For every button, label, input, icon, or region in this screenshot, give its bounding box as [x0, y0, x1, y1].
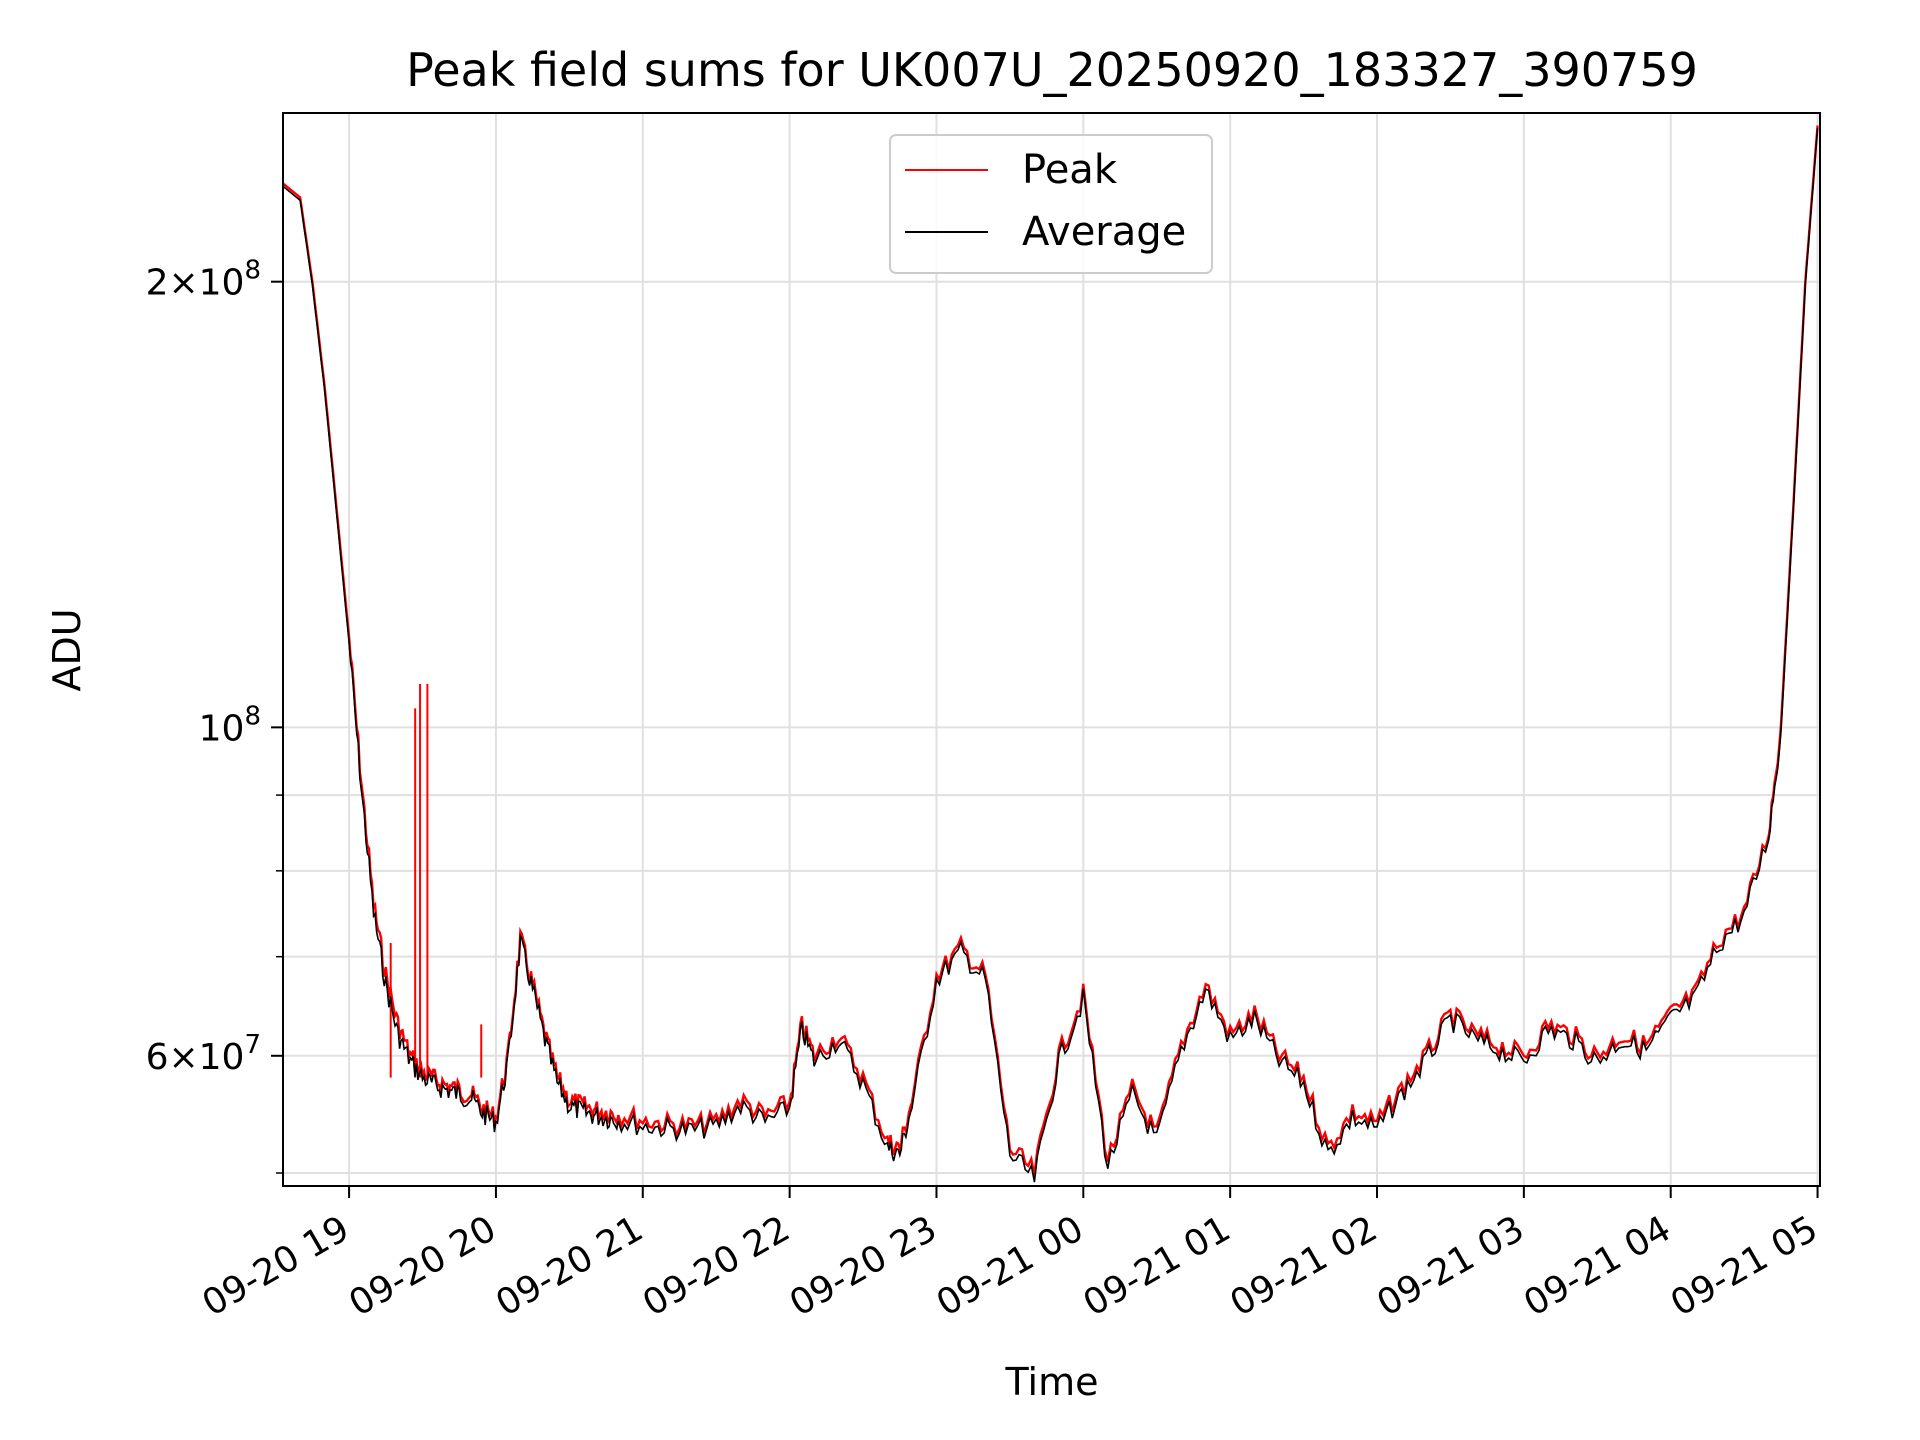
x-tick-label: 09-20 20: [342, 1208, 503, 1324]
series-line-peak: [283, 125, 1819, 1176]
series-line-average: [283, 127, 1819, 1183]
x-tick-label: 09-21 03: [1370, 1208, 1531, 1324]
legend-label-peak: Peak: [1022, 147, 1118, 193]
legend-label-average: Average: [1022, 209, 1186, 255]
y-tick-label: 2×108: [146, 256, 261, 304]
x-tick-label: 09-21 02: [1224, 1208, 1385, 1324]
y-tick-label: 108: [199, 701, 261, 749]
x-axis-title: Time: [1005, 1360, 1099, 1404]
x-tick-label: 09-21 01: [1077, 1208, 1238, 1324]
y-tick-label: 6×107: [146, 1030, 261, 1078]
plot-frame: [282, 112, 1821, 1187]
x-tick-label: 09-20 19: [196, 1208, 357, 1324]
chart-title: Peak field sums for UK007U_20250920_1833…: [406, 43, 1698, 97]
x-tick-label: 09-21 00: [930, 1208, 1091, 1324]
series-lines: [283, 125, 1819, 1183]
grid-lines: [283, 113, 1820, 1186]
x-tick-label: 09-21 04: [1517, 1208, 1678, 1324]
x-tick-label: 09-20 22: [636, 1208, 797, 1324]
legend: Peak Average: [889, 134, 1213, 274]
y-axis-title: ADU: [45, 608, 89, 691]
x-tick-label: 09-21 05: [1664, 1208, 1825, 1324]
x-tick-label: 09-20 23: [783, 1208, 944, 1324]
y-axis-ticks: 2×108 108 6×107: [146, 256, 283, 1174]
x-tick-label: 09-20 21: [489, 1208, 650, 1324]
